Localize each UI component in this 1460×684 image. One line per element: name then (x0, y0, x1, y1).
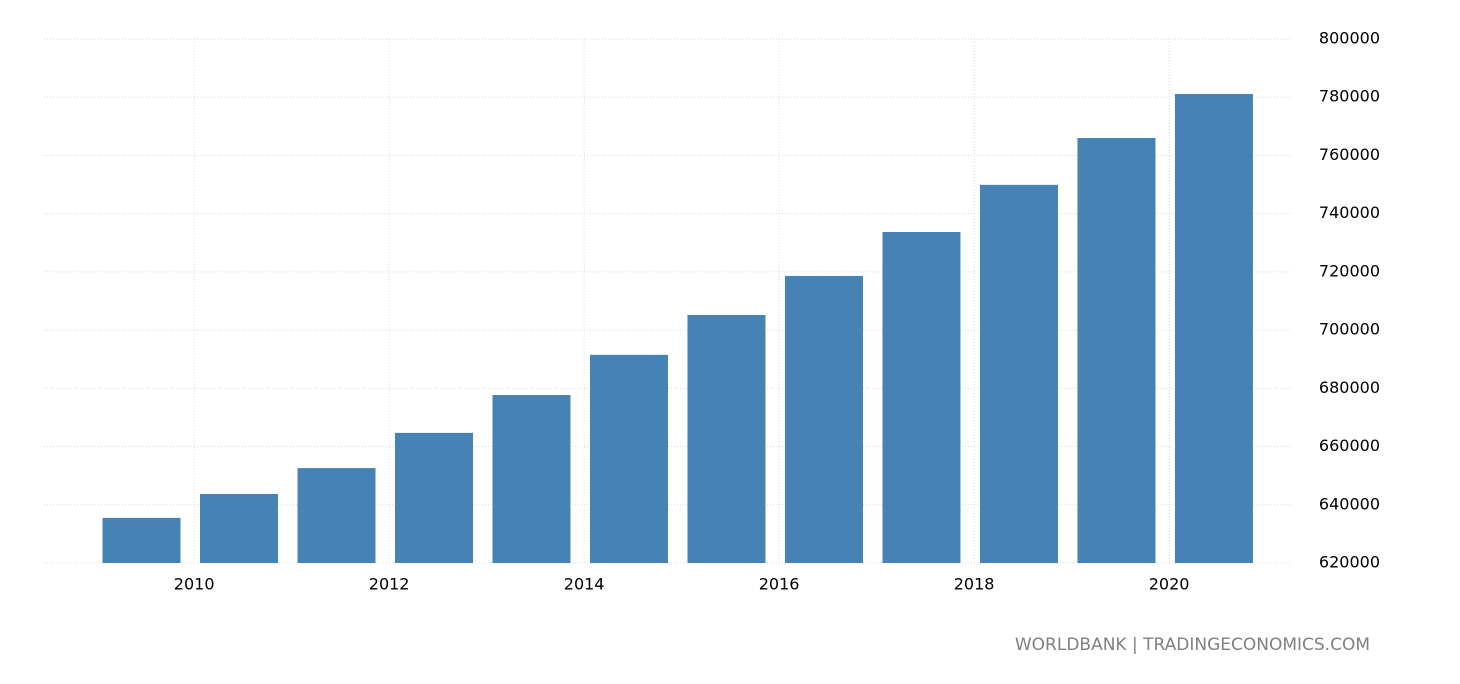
bar (394, 432, 473, 563)
source-note: WORLDBANK | TRADINGECONOMICS.COM (1015, 635, 1370, 655)
bar (492, 395, 571, 563)
y-tick-label: 680000 (1319, 378, 1380, 397)
bar (589, 354, 668, 563)
x-tick-label: 2020 (1149, 575, 1190, 594)
y-tick-label: 780000 (1319, 87, 1380, 106)
x-tick-label: 2016 (759, 575, 800, 594)
y-tick-label: 620000 (1319, 553, 1380, 572)
bar (882, 232, 961, 564)
x-tick-label: 2014 (564, 575, 605, 594)
y-tick-label: 640000 (1319, 494, 1380, 513)
y-tick-label: 740000 (1319, 203, 1380, 222)
bar (199, 494, 278, 563)
x-tick-label: 2010 (174, 575, 215, 594)
bar (784, 275, 863, 563)
y-tick-label: 720000 (1319, 261, 1380, 280)
bar (1077, 137, 1156, 563)
x-tick-label: 2012 (369, 575, 410, 594)
bar (102, 517, 181, 563)
bar (979, 184, 1058, 563)
y-tick-label: 660000 (1319, 436, 1380, 455)
y-tick-label: 760000 (1319, 145, 1380, 164)
bar (687, 314, 766, 563)
y-tick-label: 800000 (1319, 29, 1380, 48)
bar (297, 468, 376, 563)
x-tick-label: 2018 (954, 575, 995, 594)
bar (1174, 94, 1253, 564)
y-tick-label: 700000 (1319, 320, 1380, 339)
